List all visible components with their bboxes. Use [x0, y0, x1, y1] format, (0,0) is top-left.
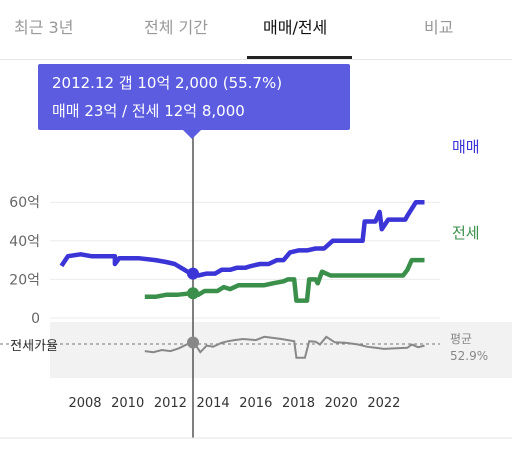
ratio-axis-label: 전세가율	[10, 339, 58, 354]
hover-dot-sale	[187, 267, 199, 280]
x-tick-label: 2022	[367, 396, 400, 411]
sale-legend-label: 매매	[452, 138, 480, 156]
tab-compare[interactable]: 비교	[424, 18, 454, 37]
hover-dot-jeonse	[187, 287, 199, 300]
y-tick-labels: 0 20억 40억 60억	[9, 195, 40, 327]
tooltip-gap-line: 2012.12 갭 10억 2,000 (55.7%)	[52, 74, 283, 92]
y-tick-label: 20억	[9, 272, 40, 288]
y-tick-label: 40억	[9, 234, 40, 250]
gridlines	[50, 201, 440, 319]
x-tick-label: 2010	[111, 396, 144, 411]
tab-all-period[interactable]: 전체 기간	[144, 18, 208, 37]
y-tick-label: 60억	[9, 195, 40, 211]
tab-sale-jeonse[interactable]: 매매/전세	[263, 18, 328, 37]
x-tick-label: 2012	[154, 396, 187, 411]
average-label: 평균	[450, 332, 472, 346]
x-tick-labels: 2008 2010 2012 2014 2016 2018 2020 2022	[68, 396, 400, 411]
jeonse-legend-label: 전세	[452, 224, 480, 242]
tooltip-price-line: 매매 23억 / 전세 12억 8,000	[52, 102, 245, 120]
active-tab-indicator	[247, 56, 352, 59]
tabs-divider	[0, 59, 512, 60]
sale-series-line	[59, 199, 425, 278]
tab-recent-3y[interactable]: 최근 3년	[14, 18, 74, 37]
x-tick-label: 2020	[325, 396, 358, 411]
hover-dot-ratio	[187, 336, 199, 349]
tooltip-arrow	[183, 130, 201, 139]
period-tabs: 최근 3년 전체 기간 매매/전세 비교	[0, 0, 512, 60]
y-tick-label: 0	[31, 311, 40, 327]
average-value: 52.9%	[450, 349, 488, 363]
x-tick-label: 2016	[239, 396, 272, 411]
x-tick-label: 2008	[68, 396, 101, 411]
hover-tooltip: 2012.12 갭 10억 2,000 (55.7%) 매매 23억 / 전세 …	[38, 64, 350, 139]
jeonse-series-line	[144, 257, 425, 303]
ratio-panel-background	[50, 322, 512, 378]
x-tick-label: 2018	[282, 396, 315, 411]
x-tick-label: 2014	[197, 396, 230, 411]
